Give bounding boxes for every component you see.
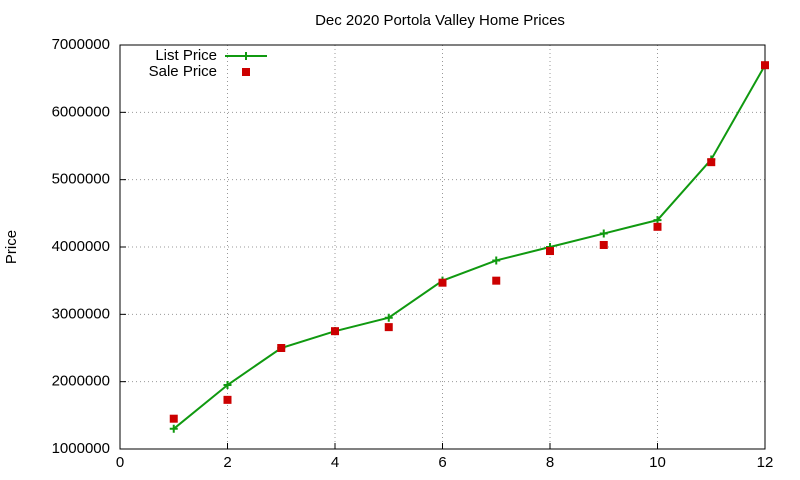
point xyxy=(169,414,178,423)
chart-title: Dec 2020 Portola Valley Home Prices xyxy=(315,12,565,29)
point xyxy=(223,381,232,390)
point xyxy=(653,216,662,225)
point xyxy=(492,256,501,265)
plot-frame xyxy=(119,44,766,450)
point xyxy=(384,323,393,332)
y-tick-label: 1000000 xyxy=(52,440,110,457)
point xyxy=(653,222,662,231)
x-tick-label: 10 xyxy=(649,454,666,471)
series-line xyxy=(173,64,766,430)
y-axis-label: Price xyxy=(3,230,20,264)
legend-marker xyxy=(242,52,250,60)
point xyxy=(546,247,554,256)
y-tick-label: 5000000 xyxy=(52,171,110,188)
x-tick-label: 0 xyxy=(116,454,124,471)
point xyxy=(492,276,501,285)
point xyxy=(438,278,447,287)
y-tick-label: 4000000 xyxy=(52,238,110,255)
y-tick-label: 6000000 xyxy=(52,103,110,120)
y-tick-label: 3000000 xyxy=(52,305,110,322)
point xyxy=(707,158,716,167)
point xyxy=(331,327,339,336)
point xyxy=(277,344,286,352)
x-tick-label: 4 xyxy=(331,454,339,471)
point xyxy=(599,240,608,249)
x-tick-label: 2 xyxy=(223,454,231,471)
y-tick-label: 7000000 xyxy=(52,36,110,53)
point xyxy=(761,61,769,70)
x-tick-label: 12 xyxy=(757,454,774,471)
point xyxy=(599,229,608,238)
point xyxy=(384,313,393,322)
legend-label: List Price xyxy=(155,47,217,64)
point xyxy=(223,395,232,404)
legend-label: Sale Price xyxy=(149,63,217,80)
legend-marker xyxy=(242,68,250,76)
x-tick-label: 8 xyxy=(546,454,554,471)
x-tick-label: 6 xyxy=(438,454,446,471)
point xyxy=(169,424,178,433)
y-tick-label: 2000000 xyxy=(52,373,110,390)
